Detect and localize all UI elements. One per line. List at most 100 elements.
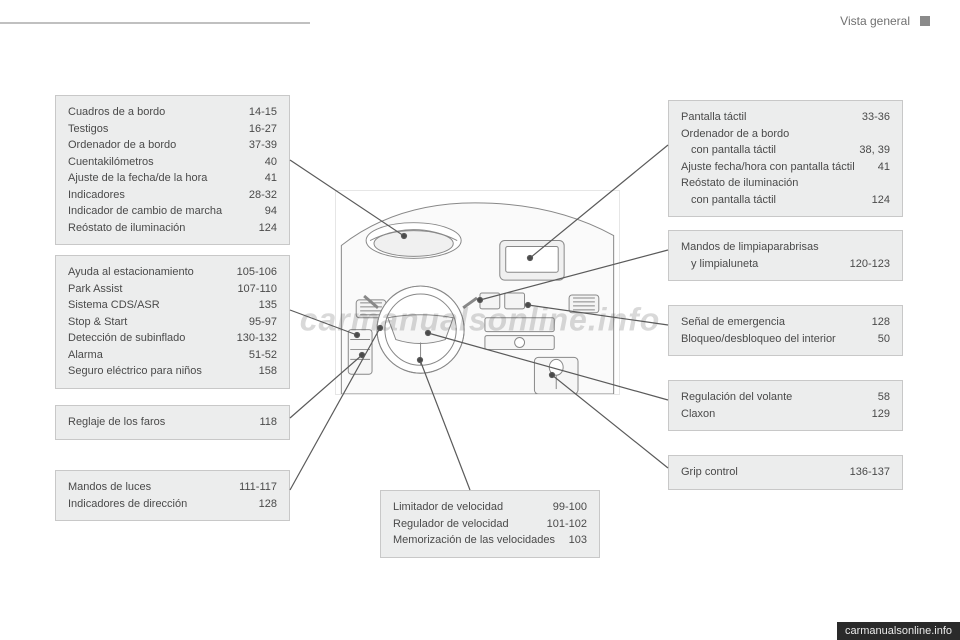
dashboard-illustration [335, 190, 620, 395]
index-label: Ajuste de la fecha/de la hora [68, 170, 207, 187]
index-page: 105-106 [237, 264, 277, 281]
index-label: Indicador de cambio de marcha [68, 203, 222, 220]
box-hazard-lock: Señal de emergencia128Bloqueo/desbloqueo… [668, 305, 903, 356]
index-row: Ajuste fecha/hora con pantalla táctil 41 [681, 159, 890, 176]
index-label: Ordenador de a bordo [68, 137, 176, 154]
index-page: 38, 39 [859, 142, 890, 159]
index-row: Testigos 16-27 [68, 121, 277, 138]
index-row: Señal de emergencia 128 [681, 314, 890, 331]
index-label: Mandos de luces [68, 479, 151, 496]
index-page: 14-15 [249, 104, 277, 121]
index-page: 130-132 [237, 330, 277, 347]
index-label: Cuadros de a bordo [68, 104, 165, 121]
index-page: 16-27 [249, 121, 277, 138]
index-label: con pantalla táctil [691, 142, 776, 159]
index-label: Sistema CDS/ASR [68, 297, 160, 314]
index-label: Claxon [681, 406, 715, 423]
index-label: Mandos de limpiaparabrisas [681, 239, 819, 256]
box-touchscreen: Pantalla táctil 33-36 Ordenador de a bordo… [668, 100, 903, 217]
index-row: Indicador de cambio de marcha 94 [68, 203, 277, 220]
index-label: Limitador de velocidad [393, 499, 503, 516]
index-label: Pantalla táctil [681, 109, 746, 126]
index-row: Pantalla táctil 33-36 [681, 109, 890, 126]
index-row: Reglaje de los faros 118 [68, 414, 277, 431]
index-page: 136-137 [850, 464, 890, 481]
index-row: Ajuste de la fecha/de la hora 41 [68, 170, 277, 187]
index-row: Park Assist 107-110 [68, 281, 277, 298]
index-page: 37-39 [249, 137, 277, 154]
index-label: Señal de emergencia [681, 314, 785, 331]
index-page: 107-110 [237, 281, 277, 298]
index-row: con pantalla táctil 124 [681, 192, 890, 209]
index-row: Limitador de velocidad 99-100 [393, 499, 587, 516]
index-label: Ayuda al estacionamiento [68, 264, 194, 281]
index-label: Testigos [68, 121, 108, 138]
index-row: Claxon 129 [681, 406, 890, 423]
index-page: 124 [872, 192, 890, 209]
index-label: Regulador de velocidad [393, 516, 509, 533]
index-label: Alarma [68, 347, 103, 364]
index-label: Stop & Start [68, 314, 127, 331]
index-row: Regulación del volante 58 [681, 389, 890, 406]
index-label: Bloqueo/desbloqueo del interior [681, 331, 836, 348]
index-label: Detección de subinflado [68, 330, 185, 347]
index-row: Cuadros de a bordo 14-15 [68, 104, 277, 121]
index-label: Ordenador de a bordo [681, 126, 789, 143]
index-label: Park Assist [68, 281, 122, 298]
section-marker [920, 16, 930, 26]
index-page: 58 [878, 389, 890, 406]
box-steering-horn: Regulación del volante 58 Claxon 129 [668, 380, 903, 431]
index-label: con pantalla táctil [691, 192, 776, 209]
index-label: Cuentakilómetros [68, 154, 154, 171]
index-row: Ordenador de a bordo [681, 126, 890, 143]
index-label: Reglaje de los faros [68, 414, 165, 431]
index-page: 128 [259, 496, 277, 513]
index-page: 33-36 [862, 109, 890, 126]
index-row: Mandos de luces 111-117 [68, 479, 277, 496]
index-row: Memorización de las velocidades 103 [393, 532, 587, 549]
index-label: Ajuste fecha/hora con pantalla táctil [681, 159, 855, 176]
index-row: Indicadores28-32 [68, 187, 277, 204]
section-header: Vista general [840, 14, 930, 28]
index-page: 124 [259, 220, 277, 237]
index-page: 41 [878, 159, 890, 176]
box-driving-aids: Ayuda al estacionamiento105-106Park Assi… [55, 255, 290, 389]
index-page: 51-52 [249, 347, 277, 364]
index-page: 50 [878, 331, 890, 348]
box-instrument-panel: Cuadros de a bordo14-15Testigos16-27Orde… [55, 95, 290, 245]
index-label: Seguro eléctrico para niños [68, 363, 202, 380]
index-page: 103 [569, 532, 587, 549]
index-label: y limpialuneta [691, 256, 758, 273]
index-row: Reóstato de iluminación [681, 175, 890, 192]
index-label: Reóstato de iluminación [681, 175, 798, 192]
index-page: 120-123 [850, 256, 890, 273]
index-label: Reóstato de iluminación [68, 220, 185, 237]
index-page: 158 [259, 363, 277, 380]
section-title: Vista general [840, 14, 910, 28]
index-row: Alarma 51-52 [68, 347, 277, 364]
index-row: Reóstato de iluminación 124 [68, 220, 277, 237]
index-page: 129 [872, 406, 890, 423]
index-label: Memorización de las velocidades [393, 532, 555, 549]
index-page: 40 [265, 154, 277, 171]
index-row: Regulador de velocidad101-102 [393, 516, 587, 533]
index-page: 118 [259, 414, 277, 431]
footer-bar: carmanualsonline.info [837, 622, 960, 640]
index-page: 41 [265, 170, 277, 187]
index-page: 95-97 [249, 314, 277, 331]
index-row: con pantalla táctil 38, 39 [681, 142, 890, 159]
index-page: 111-117 [239, 479, 277, 496]
index-row: y limpialuneta 120-123 [681, 256, 890, 273]
index-row: Stop & Start 95-97 [68, 314, 277, 331]
index-row: Ordenador de a bordo 37-39 [68, 137, 277, 154]
top-divider [0, 22, 310, 24]
index-page: 99-100 [553, 499, 587, 516]
index-page: 135 [259, 297, 277, 314]
index-page: 94 [265, 203, 277, 220]
box-lighting-controls: Mandos de luces111-117Indicadores de dir… [55, 470, 290, 521]
index-row: Bloqueo/desbloqueo del interior 50 [681, 331, 890, 348]
box-headlamp-adjust: Reglaje de los faros 118 [55, 405, 290, 440]
index-page: 128 [872, 314, 890, 331]
index-label: Regulación del volante [681, 389, 792, 406]
index-label: Indicadores [68, 187, 125, 204]
